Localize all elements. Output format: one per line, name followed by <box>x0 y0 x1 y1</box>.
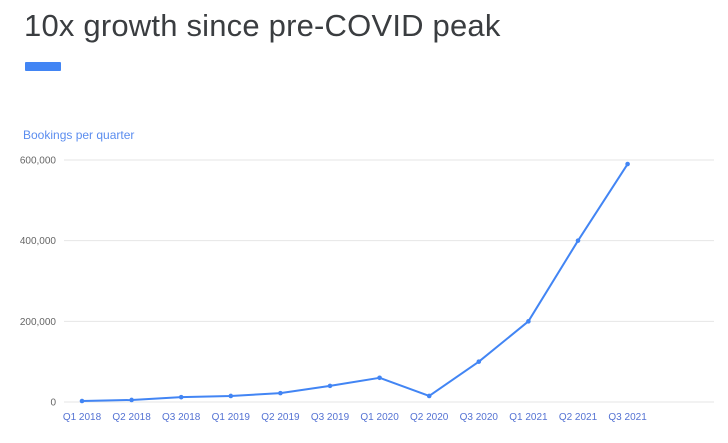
x-axis-tick-label: Q2 2020 <box>410 412 449 423</box>
data-point-marker <box>526 319 531 324</box>
x-axis-tick-label: Q3 2018 <box>162 412 201 423</box>
x-axis-tick-label: Q1 2021 <box>509 412 548 423</box>
data-point-marker <box>278 390 283 396</box>
y-axis-tick-label: 0 <box>50 398 56 409</box>
x-axis-tick-label: Q1 2019 <box>212 412 251 423</box>
data-point-marker <box>129 397 134 403</box>
data-point-marker <box>79 398 85 404</box>
data-point-marker <box>228 393 234 399</box>
x-axis-tick-label: Q3 2021 <box>608 412 647 423</box>
chart-legend-label: Bookings per quarter <box>23 128 135 142</box>
data-point-marker <box>575 238 581 243</box>
slide-title: 10x growth since pre-COVID peak <box>24 8 501 43</box>
data-point-marker <box>476 359 482 364</box>
series-line <box>81 163 629 402</box>
y-axis-tick-label: 200,000 <box>20 317 57 328</box>
data-point-marker <box>625 161 630 167</box>
x-axis-tick-label: Q2 2018 <box>112 412 151 423</box>
y-axis-tick-label: 400,000 <box>20 236 57 247</box>
data-point-marker <box>377 375 382 381</box>
data-point-marker <box>178 394 184 400</box>
x-axis-tick-label: Q1 2020 <box>360 412 399 423</box>
x-axis-tick-label: Q1 2018 <box>63 412 102 423</box>
x-axis-tick-label: Q3 2020 <box>460 412 499 423</box>
x-axis-tick-label: Q2 2021 <box>559 412 598 423</box>
x-axis-tick-label: Q2 2019 <box>261 412 300 423</box>
y-axis-tick-label: 600,000 <box>20 156 57 167</box>
line-chart-svg: 0 200,000 400,000 600,000 Q1 2018 Q2 2018 Q3 2… <box>20 156 714 423</box>
x-axis-tick-label: Q3 2019 <box>311 412 350 423</box>
data-point-marker <box>426 393 432 399</box>
data-point-marker <box>327 383 333 389</box>
title-accent-bar <box>25 62 61 71</box>
